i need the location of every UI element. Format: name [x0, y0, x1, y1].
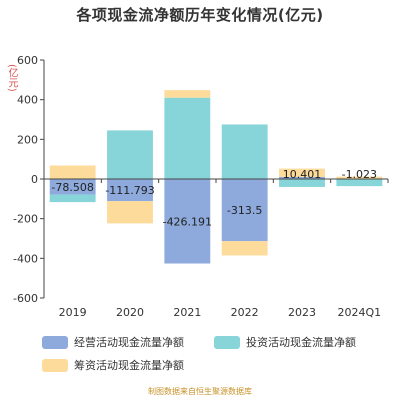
- x-tick-label-2022: 2022: [231, 306, 259, 319]
- data-label-operating-2020: -111.793: [105, 184, 154, 197]
- legend-label-operating: 经营活动现金流量净额: [74, 336, 184, 349]
- bar-chart: -600 -400 -200 0 200 400 600 -78.508 -111.793 -4…: [13, 54, 389, 319]
- x-tick-label-2021: 2021: [173, 306, 201, 319]
- data-label-operating-2022: -313.5: [227, 204, 262, 217]
- y-tick-label: 400: [17, 94, 38, 107]
- bar-operating-2021: [164, 179, 211, 264]
- bar-financing-2021: [164, 90, 211, 98]
- bar-financing-2024Q1: [336, 176, 383, 179]
- bar-investing-2023: [279, 179, 325, 187]
- data-label-operating-2024Q1: -1.023: [342, 168, 377, 181]
- legend-label-investing: 投资活动现金流量净额: [246, 336, 356, 349]
- data-label-operating-2019: -78.508: [51, 181, 93, 194]
- bar-financing-2022: [221, 241, 268, 256]
- legend-item-investing: 投资活动现金流量净额: [214, 334, 356, 350]
- x-tick-label-2019: 2019: [59, 306, 87, 319]
- legend-label-financing: 筹资活动现金流量净额: [74, 359, 184, 372]
- x-tick-label-2020: 2020: [116, 306, 144, 319]
- y-axis: -600 -400 -200 0 200 400 600: [13, 54, 45, 305]
- y-tick-label: -200: [13, 213, 38, 226]
- y-tick-label: 0: [31, 173, 38, 186]
- legend-item-financing: 筹资活动现金流量净额: [42, 357, 184, 373]
- bar-investing-2021: [164, 97, 211, 179]
- chart-title: 各项现金流净额历年变化情况(亿元): [76, 6, 324, 24]
- y-tick-label: -600: [13, 292, 38, 305]
- y-tick-label: -400: [13, 252, 38, 265]
- bar-operating-2022: [221, 179, 268, 242]
- bar-investing-2024Q1: [336, 179, 383, 187]
- bar-operating-2019: [49, 179, 96, 195]
- y-tick-label: 200: [17, 133, 38, 146]
- y-tick-label: 600: [17, 54, 38, 67]
- legend-swatch-investing: [214, 335, 240, 349]
- legend-swatch-operating: [42, 335, 68, 349]
- source-note: 制图数据来自恒生聚源数据库: [148, 387, 252, 396]
- bar-financing-2019: [49, 165, 96, 179]
- bar-investing-2022: [221, 124, 268, 179]
- data-label-operating-2023: 10.401: [283, 168, 322, 181]
- bar-operating-2020: [107, 179, 153, 202]
- bars: [49, 90, 383, 264]
- legend-swatch-financing: [42, 358, 68, 372]
- bar-investing-2020: [107, 130, 153, 179]
- x-tick-label-2024Q1: 2024Q1: [338, 306, 382, 319]
- bar-investing-2019: [49, 194, 96, 203]
- bar-financing-2023: [279, 168, 325, 177]
- x-axis: 2019 2020 2021 2022 2023 2024Q1: [43, 178, 389, 319]
- legend-item-operating: 经营活动现金流量净额: [42, 334, 184, 350]
- bar-operating-2023: [279, 176, 325, 179]
- y-axis-unit-label: (亿元): [6, 64, 17, 92]
- bar-financing-2020: [107, 201, 153, 224]
- data-labels: -78.508 -111.793 -426.191 -313.5 10.401 -1.02…: [51, 168, 377, 228]
- x-tick-label-2023: 2023: [288, 306, 316, 319]
- data-label-operating-2021: -426.191: [163, 215, 212, 228]
